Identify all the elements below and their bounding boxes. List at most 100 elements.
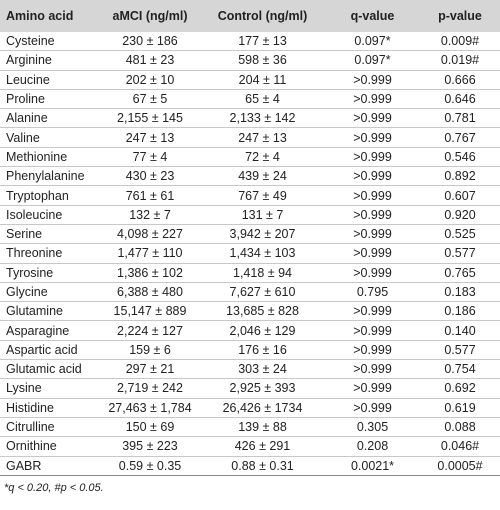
- table-cell: 202 ± 10: [100, 70, 200, 90]
- table-cell: 65 ± 4: [200, 89, 325, 110]
- table-row: Histidine 27,463 ± 1,784 26,426 ± 1734 >0.9…: [0, 398, 500, 418]
- table-cell: >0.999: [325, 166, 420, 187]
- table-cell: Phenylalanine: [0, 166, 100, 187]
- table-cell: 0.795: [325, 282, 420, 303]
- table-cell: 0.607: [420, 185, 500, 206]
- table-cell: 0.0005#: [420, 456, 500, 476]
- table-cell: 230 ± 186: [100, 32, 200, 52]
- table-cell: 0.920: [420, 205, 500, 225]
- table-cell: 0.646: [420, 89, 500, 110]
- table-cell: 761 ± 61: [100, 185, 200, 206]
- data-table: Amino acid aMCI (ng/ml) Control (ng/ml) q-v…: [0, 0, 500, 476]
- table-cell: 0.765: [420, 263, 500, 283]
- table-cell: >0.999: [325, 224, 420, 245]
- table-row: Aspartic acid 159 ± 6 176 ± 16 >0.999 0.577: [0, 340, 500, 361]
- table-cell: 0.619: [420, 398, 500, 418]
- table-cell: 0.097*: [325, 32, 420, 52]
- table-cell: 0.666: [420, 70, 500, 90]
- table-cell: 0.097*: [325, 50, 420, 71]
- table-cell: 0.59 ± 0.35: [100, 456, 200, 476]
- table-cell: 439 ± 24: [200, 166, 325, 187]
- table-cell: 4,098 ± 227: [100, 224, 200, 245]
- table-cell: 0.577: [420, 243, 500, 264]
- table-cell: 159 ± 6: [100, 340, 200, 361]
- table-cell: 13,685 ± 828: [200, 301, 325, 322]
- table-cell: Methionine: [0, 147, 100, 168]
- table-cell: >0.999: [325, 378, 420, 399]
- table-cell: 0.577: [420, 340, 500, 361]
- table-cell: Tyrosine: [0, 263, 100, 283]
- table-cell: >0.999: [325, 185, 420, 206]
- table-cell: Arginine: [0, 50, 100, 71]
- table-cell: 0.305: [325, 417, 420, 438]
- table-cell: 395 ± 223: [100, 436, 200, 457]
- table-cell: 0.0021*: [325, 456, 420, 476]
- table-cell: >0.999: [325, 147, 420, 168]
- table-row: Threonine 1,477 ± 110 1,434 ± 103 >0.999 0.5…: [0, 243, 500, 264]
- table-cell: 303 ± 24: [200, 359, 325, 380]
- table-body: Cysteine 230 ± 186 177 ± 13 0.097* 0.009# Arg…: [0, 32, 500, 476]
- table-cell: 26,426 ± 1734: [200, 398, 325, 418]
- table-cell: 139 ± 88: [200, 417, 325, 438]
- table-cell: 1,477 ± 110: [100, 243, 200, 264]
- table-cell: 150 ± 69: [100, 417, 200, 438]
- table-cell: 2,719 ± 242: [100, 378, 200, 399]
- table-cell: Proline: [0, 89, 100, 110]
- table-cell: Serine: [0, 224, 100, 245]
- table-cell: 481 ± 23: [100, 50, 200, 71]
- table-cell: 0.525: [420, 224, 500, 245]
- table-cell: Aspartic acid: [0, 340, 100, 361]
- table-cell: 430 ± 23: [100, 166, 200, 187]
- table-row: Lysine 2,719 ± 242 2,925 ± 393 >0.999 0.692: [0, 378, 500, 399]
- table-cell: 0.009#: [420, 32, 500, 52]
- table-cell: Cysteine: [0, 32, 100, 52]
- header-row: Amino acid aMCI (ng/ml) Control (ng/ml) q-v…: [0, 0, 500, 32]
- table-cell: >0.999: [325, 398, 420, 418]
- table-row: Serine 4,098 ± 227 3,942 ± 207 >0.999 0.525: [0, 224, 500, 245]
- table-cell: 0.546: [420, 147, 500, 168]
- table-row: Citrulline 150 ± 69 139 ± 88 0.305 0.088: [0, 417, 500, 438]
- table-row: Tryptophan 761 ± 61 767 ± 49 >0.999 0.607: [0, 185, 500, 206]
- table-cell: Lysine: [0, 378, 100, 399]
- table-cell: 0.892: [420, 166, 500, 187]
- table-cell: 6,388 ± 480: [100, 282, 200, 303]
- table-cell: >0.999: [325, 263, 420, 283]
- table-cell: Histidine: [0, 398, 100, 418]
- table-cell: 27,463 ± 1,784: [100, 398, 200, 418]
- table-cell: >0.999: [325, 205, 420, 225]
- table-row: GABR 0.59 ± 0.35 0.88 ± 0.31 0.0021* 0.0005#: [0, 456, 500, 476]
- table-cell: 0.88 ± 0.31: [200, 456, 325, 476]
- table-cell: 247 ± 13: [200, 127, 325, 148]
- header-cell: q-value: [325, 0, 420, 32]
- table-cell: GABR: [0, 456, 100, 476]
- table-cell: 131 ± 7: [200, 205, 325, 225]
- table-row: Asparagine 2,224 ± 127 2,046 ± 129 >0.999 0.…: [0, 320, 500, 341]
- table-row: Glutamine 15,147 ± 889 13,685 ± 828 >0.999 0…: [0, 301, 500, 322]
- table-cell: >0.999: [325, 89, 420, 110]
- header-cell: p-value: [420, 0, 500, 32]
- table-cell: 2,925 ± 393: [200, 378, 325, 399]
- table-row: Ornithine 395 ± 223 426 ± 291 0.208 0.046#: [0, 436, 500, 457]
- table-cell: 2,155 ± 145: [100, 108, 200, 129]
- table-cell: Glutamic acid: [0, 359, 100, 380]
- table-cell: 0.046#: [420, 436, 500, 457]
- table-cell: Glycine: [0, 282, 100, 303]
- table-row: Alanine 2,155 ± 145 2,133 ± 142 >0.999 0.781: [0, 108, 500, 129]
- table-cell: 0.088: [420, 417, 500, 438]
- table-cell: 15,147 ± 889: [100, 301, 200, 322]
- table-row: Leucine 202 ± 10 204 ± 11 >0.999 0.666: [0, 70, 500, 90]
- table-cell: >0.999: [325, 70, 420, 90]
- table-cell: >0.999: [325, 127, 420, 148]
- table-row: Glycine 6,388 ± 480 7,627 ± 610 0.795 0.183: [0, 282, 500, 303]
- table-cell: 0.183: [420, 282, 500, 303]
- table-row: Proline 67 ± 5 65 ± 4 >0.999 0.646: [0, 89, 500, 110]
- table-cell: 176 ± 16: [200, 340, 325, 361]
- table-cell: 0.754: [420, 359, 500, 380]
- table-cell: >0.999: [325, 340, 420, 361]
- table-cell: Leucine: [0, 70, 100, 90]
- table-cell: 598 ± 36: [200, 50, 325, 71]
- table-cell: Valine: [0, 127, 100, 148]
- table-cell: 1,418 ± 94: [200, 263, 325, 283]
- table-cell: 72 ± 4: [200, 147, 325, 168]
